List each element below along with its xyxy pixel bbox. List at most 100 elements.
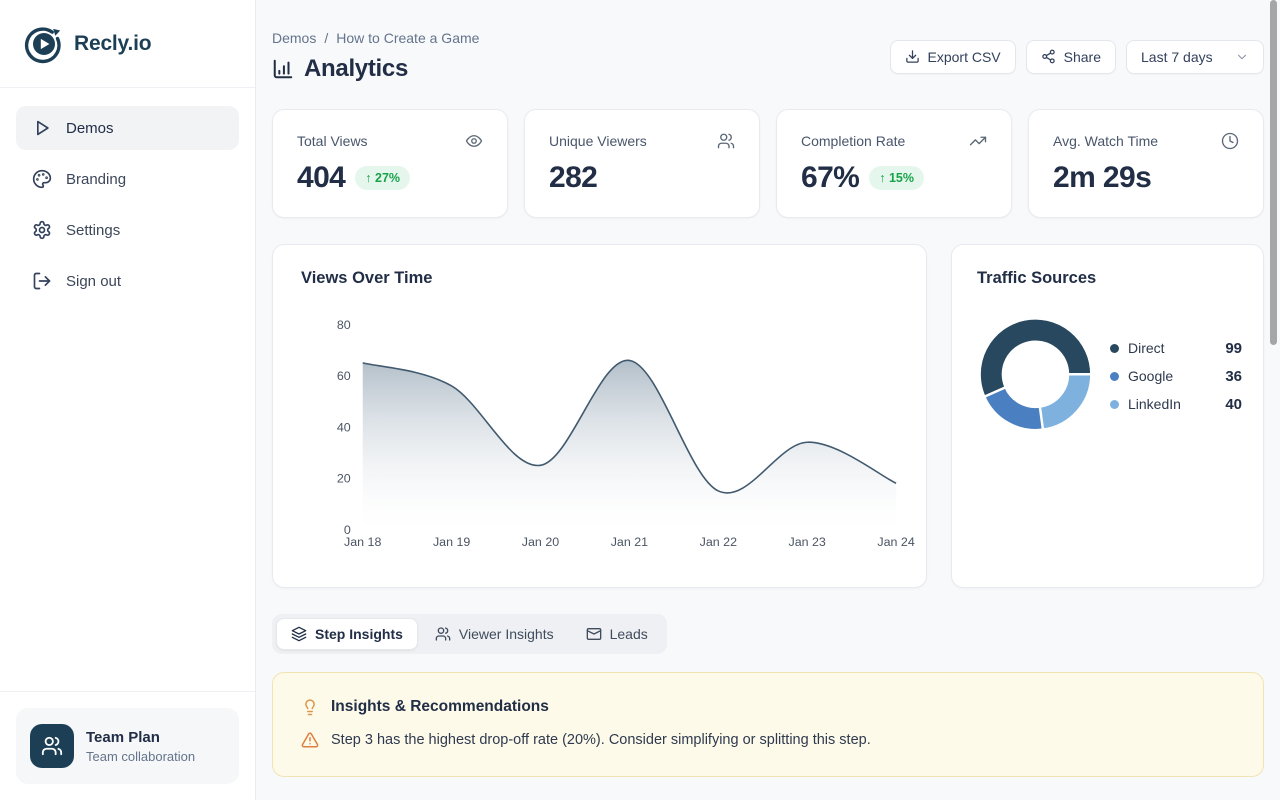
stat-label: Avg. Watch Time <box>1053 133 1159 149</box>
tab-leads[interactable]: Leads <box>571 618 663 650</box>
plan-title: Team Plan <box>86 728 160 746</box>
traffic-chart-title: Traffic Sources <box>977 269 1097 287</box>
stat-card-total-views: Total Views 404 ↑ 27% <box>272 109 508 218</box>
team-users-icon <box>30 724 74 768</box>
main-content: Demos / How to Create a Game Analytics E <box>256 0 1280 800</box>
insights-title: Insights & Recommendations <box>331 698 549 715</box>
page-title: Analytics <box>304 55 409 82</box>
app-name: Recly.io <box>74 31 152 55</box>
gear-icon <box>32 220 52 240</box>
views-area-fill <box>362 360 897 530</box>
vertical-scrollbar-thumb[interactable] <box>1270 0 1277 345</box>
donut-segment-google[interactable] <box>985 387 1043 429</box>
trending-up-icon <box>969 132 987 150</box>
legend-value: 36 <box>1225 367 1242 385</box>
views-chart-title: Views Over Time <box>301 269 433 287</box>
breadcrumb-current: How to Create a Game <box>336 30 480 46</box>
y-tick-label: 40 <box>337 420 351 434</box>
team-plan-card: Team Plan Team collaboration <box>16 708 239 784</box>
breadcrumb-demos[interactable]: Demos <box>272 30 317 46</box>
delta-badge: ↑ 27% <box>355 166 411 190</box>
recly-logo-icon <box>24 24 64 64</box>
legend-dot <box>1110 371 1119 381</box>
x-tick-label: Jan 20 <box>522 535 559 549</box>
lightbulb-icon <box>301 698 319 716</box>
sidebar-item-label: Sign out <box>66 272 122 290</box>
share-label: Share <box>1063 48 1101 65</box>
users-icon <box>717 132 735 150</box>
users-icon <box>435 626 451 642</box>
sidebar-item-label: Branding <box>66 170 127 188</box>
views-over-time-card: Views Over Time 0 20 40 60 80 Jan 18 Jan 19 Jan… <box>272 244 927 588</box>
sidebar: Recly.io Demos Branding <box>0 0 256 800</box>
legend-dot <box>1110 399 1119 409</box>
x-tick-label: Jan 24 <box>877 535 914 549</box>
sidebar-item-settings[interactable]: Settings <box>16 208 239 252</box>
tab-label: Viewer Insights <box>458 626 554 642</box>
y-tick-label: 20 <box>337 472 351 486</box>
date-range-select[interactable]: Last 7 days <box>1126 39 1264 74</box>
stat-value: 67% <box>801 161 860 194</box>
tab-step-insights[interactable]: Step Insights <box>276 618 418 650</box>
logout-icon <box>32 271 52 291</box>
x-tick-label: Jan 18 <box>344 535 381 549</box>
y-tick-label: 0 <box>344 523 351 537</box>
traffic-sources-donut[interactable] <box>952 245 1263 587</box>
legend-item-direct: Direct 99 <box>1110 334 1242 362</box>
x-tick-label: Jan 23 <box>788 535 825 549</box>
eye-icon <box>465 132 483 150</box>
y-tick-label: 60 <box>337 369 351 383</box>
stat-value: 404 <box>297 161 346 194</box>
legend-label: LinkedIn <box>1128 396 1181 412</box>
donut-separator <box>1038 406 1045 430</box>
header-actions: Export CSV Share Last 7 days <box>889 39 1264 74</box>
traffic-legend: Direct 99 Google 36 LinkedIn 40 <box>1110 334 1242 418</box>
x-tick-label: Jan 21 <box>611 535 648 549</box>
sidebar-footer: Team Plan Team collaboration <box>0 691 255 800</box>
views-line <box>362 359 897 494</box>
stat-card-unique-viewers: Unique Viewers 282 <box>524 109 760 218</box>
x-tick-label: Jan 19 <box>433 535 470 549</box>
download-icon <box>905 49 920 64</box>
y-tick-label: 80 <box>337 318 351 332</box>
export-csv-label: Export CSV <box>927 48 1001 65</box>
insight-item: Step 3 has the highest drop-off rate (20… <box>301 731 1235 749</box>
tab-viewer-insights[interactable]: Viewer Insights <box>420 618 569 650</box>
share-icon <box>1041 49 1056 64</box>
x-tick-label: Jan 22 <box>700 535 737 549</box>
legend-label: Google <box>1128 368 1174 384</box>
insight-text: Step 3 has the highest drop-off rate (20… <box>331 732 871 748</box>
sidebar-item-demos[interactable]: Demos <box>16 106 239 150</box>
sidebar-item-label: Settings <box>66 221 121 239</box>
stat-label: Total Views <box>297 133 368 149</box>
insights-panel: Insights & Recommendations Step 3 has th… <box>272 672 1264 777</box>
legend-label: Direct <box>1128 340 1165 356</box>
charts-row: Views Over Time 0 20 40 60 80 Jan 18 Jan 19 Jan… <box>272 244 1264 588</box>
bar-chart-icon <box>272 58 294 80</box>
legend-item-linkedin: LinkedIn 40 <box>1110 390 1242 418</box>
stat-label: Completion Rate <box>801 133 906 149</box>
logo: Recly.io <box>0 0 255 88</box>
tab-label: Leads <box>609 626 648 642</box>
layers-icon <box>291 626 307 642</box>
plan-subtitle: Team collaboration <box>86 748 196 764</box>
legend-dot <box>1110 343 1119 353</box>
mail-icon <box>586 626 602 642</box>
views-over-time-chart[interactable]: 0 20 40 60 80 Jan 18 Jan 19 Jan 20 Jan 21 Jan 22 J… <box>273 245 926 587</box>
sidebar-item-branding[interactable]: Branding <box>16 157 239 201</box>
clock-icon <box>1221 132 1239 150</box>
sidebar-item-signout[interactable]: Sign out <box>16 259 239 303</box>
delta-badge: ↑ 15% <box>869 166 924 190</box>
share-button[interactable]: Share <box>1025 39 1116 74</box>
breadcrumb-separator: / <box>324 30 329 46</box>
insights-tabs: Step Insights Viewer Insights Leads <box>272 614 667 654</box>
donut-segment-linkedin[interactable] <box>1039 373 1091 429</box>
stat-value: 282 <box>549 161 598 194</box>
donut-separator <box>984 386 1006 398</box>
play-icon <box>32 118 52 138</box>
export-csv-button[interactable]: Export CSV <box>889 39 1016 74</box>
donut-segment-direct[interactable] <box>980 319 1091 397</box>
tab-label: Step Insights <box>315 626 403 642</box>
sidebar-item-label: Demos <box>66 119 114 137</box>
stat-card-completion-rate: Completion Rate 67% ↑ 15% <box>776 109 1012 218</box>
